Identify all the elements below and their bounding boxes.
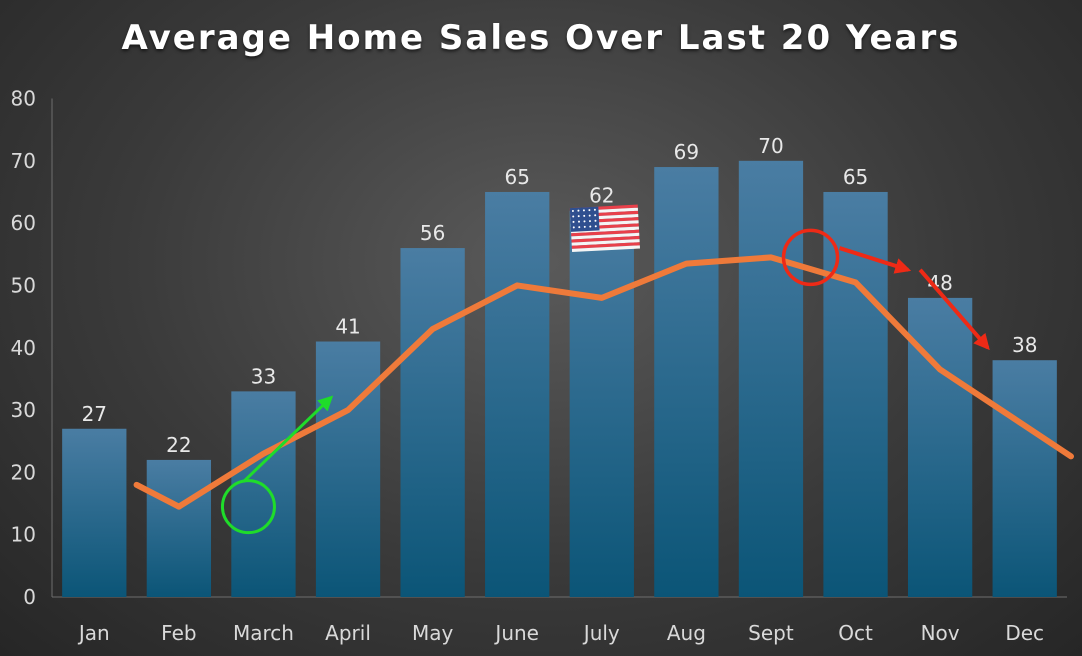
flag-canton (569, 206, 600, 232)
flag-star (583, 220, 586, 223)
red-arrow (918, 268, 990, 351)
flag-star (588, 214, 591, 217)
flag-star (583, 214, 586, 217)
x-tick-label: Oct (838, 621, 873, 645)
y-tick-label: 60 (11, 211, 36, 235)
line-series (133, 254, 1074, 510)
y-tick-label: 50 (11, 273, 36, 297)
axes: 0 10 20 30 40 50 60 70 80 Jan Feb March April May June… (11, 87, 1067, 645)
x-tick-label: March (233, 621, 294, 645)
bar (654, 167, 719, 597)
x-tick-label: Nov (921, 621, 960, 645)
data-label: 33 (251, 364, 276, 388)
y-tick-label: 10 (11, 523, 36, 547)
flag-star (594, 214, 597, 217)
flag-star (572, 220, 575, 223)
flag-stripe (571, 245, 641, 253)
bar (62, 428, 127, 597)
x-tick-label: Dec (1005, 621, 1044, 645)
data-label: 56 (420, 221, 445, 245)
data-label: 22 (166, 433, 191, 457)
y-tick-label: 20 (11, 460, 36, 484)
bar-series (62, 160, 1057, 598)
y-tick-label: 0 (23, 585, 36, 609)
y-tick-label: 30 (11, 398, 36, 422)
flag-stripe (571, 232, 640, 240)
flag-star (583, 225, 586, 228)
x-tick-label: July (582, 621, 620, 645)
bar (992, 360, 1057, 597)
red-arrow (838, 246, 912, 274)
bar (400, 248, 465, 598)
data-label: 41 (335, 315, 360, 339)
flag-stripe (571, 229, 640, 237)
flag-star (594, 219, 597, 222)
bar (738, 160, 804, 597)
data-label: 69 (674, 140, 699, 164)
flag-star (577, 209, 580, 212)
flag-star (577, 215, 580, 218)
flag-star (578, 220, 581, 223)
data-label: 65 (843, 165, 868, 189)
flag-star (588, 220, 591, 223)
flag-star (593, 208, 596, 211)
bar (485, 191, 550, 597)
flag-stripe (571, 239, 640, 246)
flag-stripe (571, 235, 640, 243)
flag-stripe (571, 242, 640, 249)
y-tick-label: 80 (11, 87, 36, 111)
flag-star (572, 226, 575, 229)
line-path (133, 254, 1074, 510)
flag-star (578, 226, 581, 229)
annotations (220, 204, 990, 535)
flag-stripe (570, 226, 640, 234)
flag-star (582, 209, 585, 212)
data-label: 27 (82, 402, 107, 426)
flag-star (571, 209, 574, 212)
data-label: 65 (504, 165, 529, 189)
us-flag-icon (569, 204, 641, 253)
x-tick-label: Jan (77, 621, 110, 645)
flag-star (588, 209, 591, 212)
green-arrow (242, 395, 334, 483)
x-tick-label: June (493, 621, 539, 645)
y-tick-label: 70 (11, 149, 36, 173)
x-tick-label: Sept (748, 621, 794, 645)
bar (569, 210, 634, 597)
x-tick-label: Feb (161, 621, 196, 645)
x-tick-label: April (325, 621, 371, 645)
y-tick-label: 40 (11, 336, 36, 360)
data-label: 38 (1012, 333, 1037, 357)
bar (231, 391, 296, 597)
bar (146, 459, 212, 597)
bar (315, 341, 381, 597)
red-circle-marker (781, 228, 840, 287)
data-label: 62 (589, 184, 614, 208)
chart-title: Average Home Sales Over Last 20 Years (121, 18, 961, 58)
x-tick-label: Aug (667, 621, 706, 645)
x-tick-label: May (412, 621, 454, 645)
data-label: 70 (758, 134, 783, 158)
green-circle-marker (220, 479, 276, 535)
flag-star (572, 215, 575, 218)
flag-star (594, 225, 597, 228)
flag-star (589, 225, 592, 228)
